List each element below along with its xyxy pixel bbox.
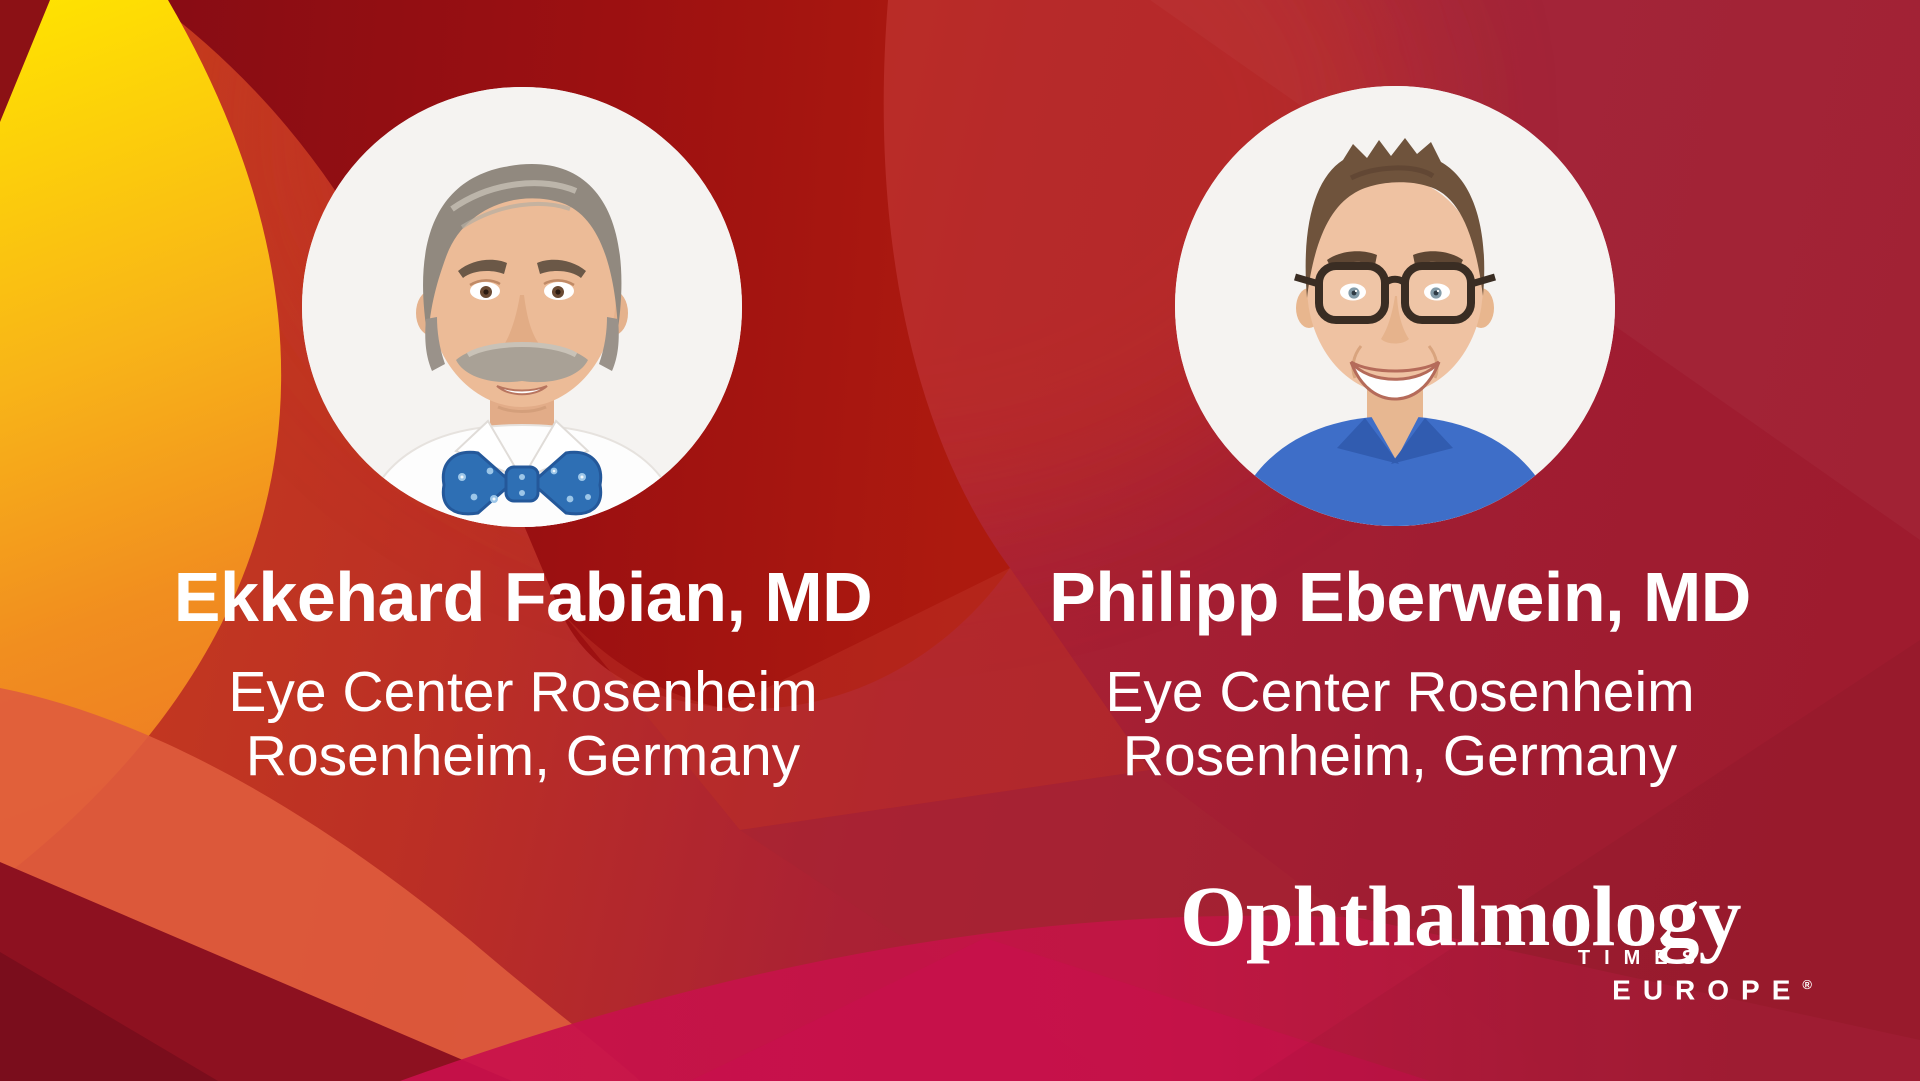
speaker-name: Ekkehard Fabian, MD <box>173 558 873 636</box>
logo-europe-text: EUROPE <box>1612 974 1803 1006</box>
speaker-name: Philipp Eberwein, MD <box>1049 558 1751 636</box>
portrait-fabian-photo <box>302 87 742 527</box>
logo-europe-line: EUROPE® <box>1612 970 1812 1005</box>
speaker-affiliation: Eye Center Rosenheim Rosenheim, Germany <box>113 660 933 788</box>
speaker-affiliation: Eye Center Rosenheim Rosenheim, Germany <box>990 660 1810 788</box>
affiliation-line-1: Eye Center Rosenheim <box>228 660 818 724</box>
affiliation-line-2: Rosenheim, Germany <box>245 724 801 788</box>
ophthalmology-times-europe-logo: Ophthalmology TIMES EUROPE® <box>1180 868 1812 1005</box>
logo-times-line: TIMES <box>1577 947 1709 969</box>
portrait-circle-fabian <box>302 87 742 527</box>
portrait-eberwein-photo <box>1175 86 1615 526</box>
portrait-circle-eberwein <box>1175 86 1615 526</box>
affiliation-line-1: Eye Center Rosenheim <box>1105 660 1695 724</box>
logo-wordmark: Ophthalmology <box>1180 868 1741 964</box>
affiliation-line-2: Rosenheim, Germany <box>1122 724 1678 788</box>
registered-trademark-symbol: ® <box>1802 977 1812 992</box>
